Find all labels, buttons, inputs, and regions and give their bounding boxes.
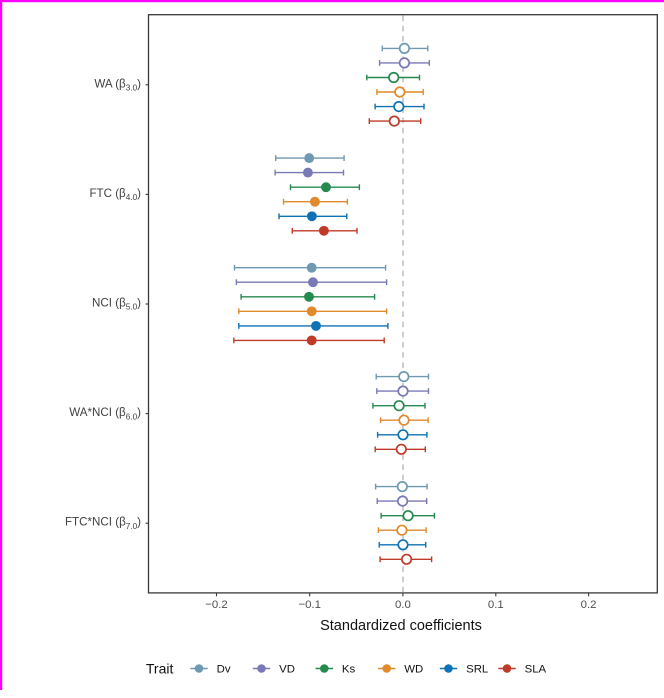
- svg-text:SLA: SLA: [525, 664, 547, 676]
- svg-text:VD: VD: [279, 664, 295, 676]
- svg-text:−0.2: −0.2: [205, 599, 228, 611]
- svg-text:Dv: Dv: [217, 664, 231, 676]
- svg-text:WD: WD: [404, 664, 423, 676]
- svg-text:Trait: Trait: [146, 661, 174, 677]
- svg-text:WA*NCI (β6.0): WA*NCI (β6.0): [69, 406, 141, 421]
- svg-text:−0.1: −0.1: [298, 599, 321, 611]
- svg-text:0.2: 0.2: [581, 599, 597, 611]
- svg-text:Ks: Ks: [342, 664, 356, 676]
- svg-text:SRL: SRL: [466, 664, 488, 676]
- svg-text:FTC*NCI (β7.0): FTC*NCI (β7.0): [65, 516, 141, 531]
- svg-text:0.0: 0.0: [395, 599, 411, 611]
- svg-text:0.1: 0.1: [488, 599, 504, 611]
- svg-text:Standardized coefficients: Standardized coefficients: [320, 618, 482, 634]
